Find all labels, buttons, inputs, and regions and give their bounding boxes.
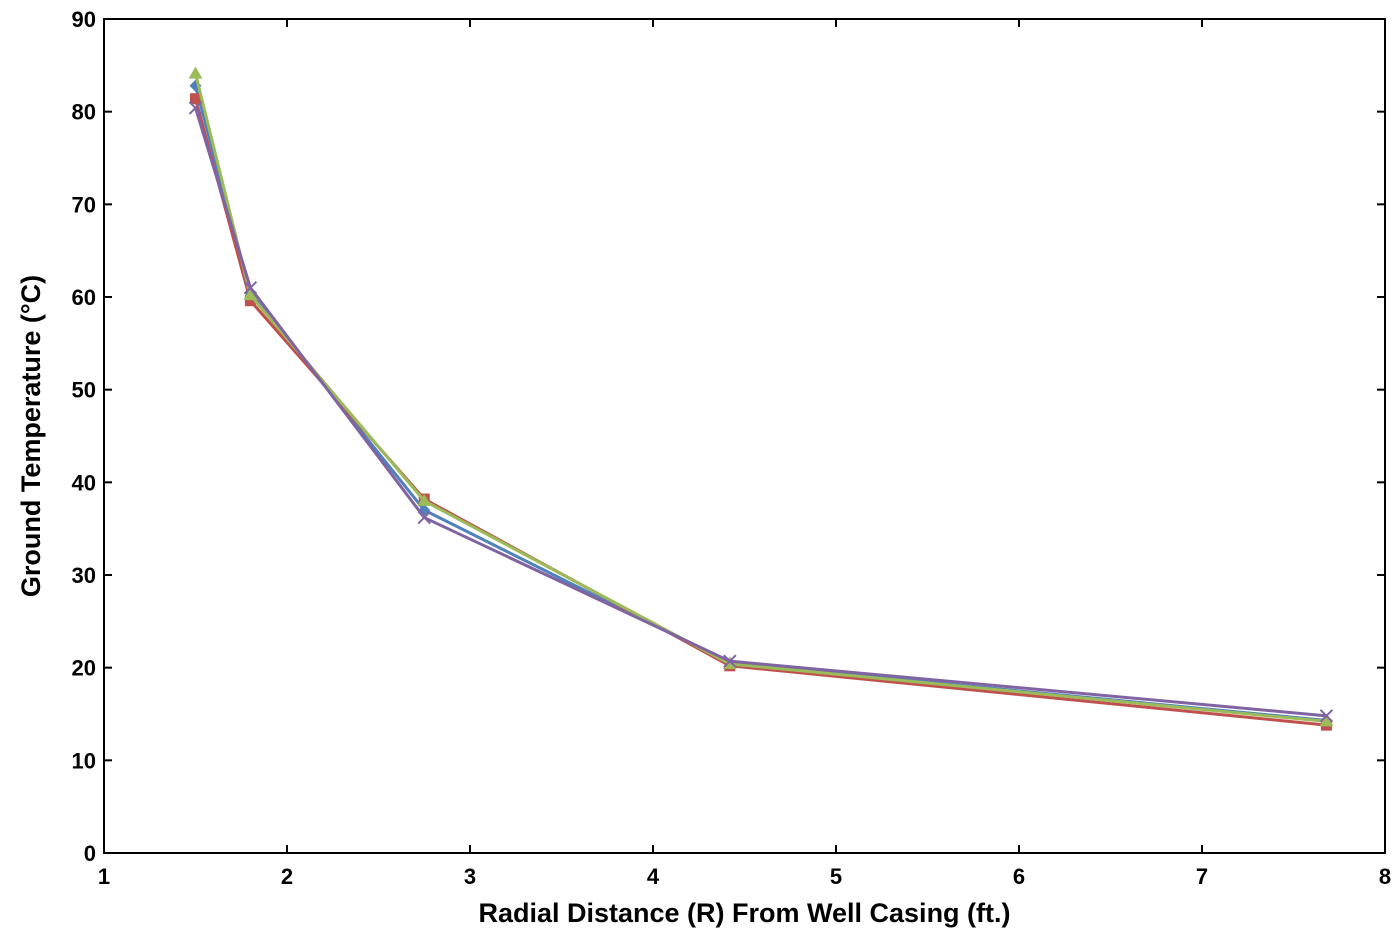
data-point-s3-5 (1319, 714, 1334, 727)
x-tick-label: 6 (1013, 864, 1025, 889)
series-line-3 (194, 73, 1327, 723)
marker-stroke (1319, 709, 1334, 723)
x-tick-label: 2 (281, 864, 293, 889)
y-tick-label: 50 (72, 378, 96, 403)
x-tick-label: 7 (1196, 864, 1208, 889)
plot-marks (188, 66, 1334, 731)
x-tick-label: 5 (830, 864, 842, 889)
series-line-2 (194, 98, 1327, 727)
data-point-s4-4 (723, 654, 737, 668)
y-tick-label: 10 (72, 748, 96, 773)
x-tick-label: 8 (1379, 864, 1391, 889)
data-point-s3-2 (243, 288, 258, 301)
y-tick-label: 70 (72, 192, 96, 217)
data-point-s4-1 (188, 101, 203, 115)
x-tick-label: 3 (464, 864, 476, 889)
y-tick-label: 80 (72, 100, 96, 125)
data-point-s4-5 (1319, 709, 1334, 723)
marker-stroke (417, 510, 431, 525)
data-point-s3-3 (417, 493, 432, 506)
y-tick-label: 40 (72, 470, 96, 495)
plot-frame (103, 18, 1386, 854)
data-point-s4-2 (243, 281, 258, 295)
x-axis-label: Radial Distance (R) From Well Casing (ft… (478, 898, 1010, 928)
series-line-4 (194, 107, 1327, 718)
y-tick-label: 20 (72, 656, 96, 681)
x-tick-label: 4 (647, 864, 660, 889)
x-tick-label: 1 (98, 864, 110, 889)
y-tick-label: 60 (72, 285, 96, 310)
data-point-s3-1 (188, 66, 203, 79)
data-point-s2-1 (190, 93, 201, 105)
y-tick-label: 0 (84, 841, 96, 866)
data-point-s1-3 (418, 504, 431, 517)
series-line-1 (194, 85, 1327, 722)
marker-stroke (723, 654, 737, 668)
y-tick-label: 90 (72, 7, 96, 32)
y-tick-label: 30 (72, 563, 96, 588)
data-point-s4-3 (417, 510, 431, 525)
y-axis-label: Ground Temperature (°C) (16, 275, 46, 597)
data-point-s2-2 (244, 295, 256, 307)
marker-stroke (243, 281, 258, 295)
marker-stroke (188, 101, 203, 115)
